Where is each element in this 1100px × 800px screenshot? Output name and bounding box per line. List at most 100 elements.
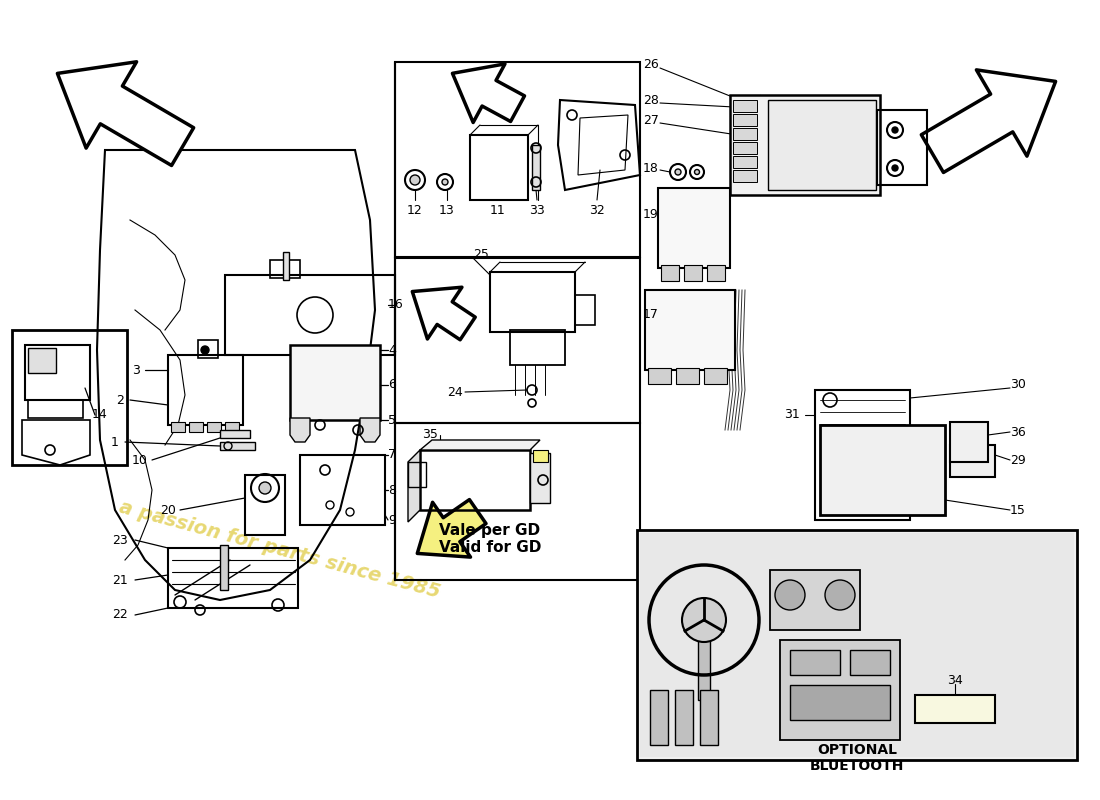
Text: 7: 7 <box>388 449 396 462</box>
Circle shape <box>675 169 681 175</box>
Bar <box>645 290 735 370</box>
Bar <box>534 450 548 462</box>
Circle shape <box>892 165 898 171</box>
Bar <box>420 450 530 510</box>
Circle shape <box>442 179 448 185</box>
Bar <box>640 533 1074 757</box>
Bar <box>198 340 218 358</box>
Bar <box>575 295 595 325</box>
Text: a passion for parts since 1985: a passion for parts since 1985 <box>118 498 442 602</box>
Bar <box>700 690 718 745</box>
Text: 9: 9 <box>388 514 396 526</box>
Text: 23: 23 <box>112 534 128 546</box>
Text: 14: 14 <box>92 409 108 422</box>
Text: 11: 11 <box>491 203 506 217</box>
Text: 30: 30 <box>1010 378 1026 391</box>
Bar <box>168 548 298 608</box>
Bar <box>270 260 300 278</box>
Bar <box>770 570 860 630</box>
Bar <box>28 400 82 418</box>
Polygon shape <box>420 440 540 450</box>
Bar <box>733 128 757 140</box>
Text: 16: 16 <box>388 298 404 311</box>
Text: 6: 6 <box>388 378 396 391</box>
Bar <box>768 100 876 190</box>
Text: 15: 15 <box>1010 503 1026 517</box>
Text: 4: 4 <box>388 343 396 357</box>
Bar <box>850 650 890 675</box>
Bar <box>730 95 880 195</box>
Bar <box>168 355 243 425</box>
Text: 13: 13 <box>439 203 455 217</box>
Polygon shape <box>408 450 420 522</box>
Bar <box>661 265 679 281</box>
Text: OPTIONAL
BLUETOOTH: OPTIONAL BLUETOOTH <box>810 743 904 773</box>
Bar <box>395 258 640 423</box>
Bar <box>12 330 126 465</box>
Circle shape <box>694 170 700 174</box>
Bar <box>28 348 56 373</box>
Bar <box>170 422 185 432</box>
Bar <box>733 142 757 154</box>
Bar <box>220 430 250 438</box>
Bar <box>220 442 255 450</box>
Bar <box>733 100 757 112</box>
Bar <box>207 422 221 432</box>
Circle shape <box>258 482 271 494</box>
Bar <box>790 685 890 720</box>
Text: 32: 32 <box>590 203 605 217</box>
Text: 24: 24 <box>447 386 463 398</box>
Text: 35: 35 <box>422 429 438 442</box>
Text: 33: 33 <box>529 203 544 217</box>
Text: 3: 3 <box>132 363 140 377</box>
Bar <box>490 272 575 332</box>
Bar <box>790 650 840 675</box>
Bar <box>707 265 725 281</box>
Bar <box>877 110 927 185</box>
Text: 34: 34 <box>947 674 962 686</box>
Text: 21: 21 <box>112 574 128 586</box>
Text: 25: 25 <box>473 249 488 262</box>
Bar <box>510 330 565 365</box>
Text: 27: 27 <box>644 114 659 126</box>
Bar <box>189 422 204 432</box>
Bar <box>245 475 285 535</box>
Bar <box>25 345 90 400</box>
Text: 29: 29 <box>1010 454 1025 466</box>
Bar <box>780 640 900 740</box>
Text: 31: 31 <box>784 409 800 422</box>
Polygon shape <box>290 418 310 442</box>
Bar <box>915 695 996 723</box>
Bar <box>220 545 228 590</box>
Text: 28: 28 <box>644 94 659 106</box>
Text: 2: 2 <box>117 394 124 406</box>
Circle shape <box>410 175 420 185</box>
Bar <box>698 620 710 700</box>
Text: Vale per GD: Vale per GD <box>439 522 540 538</box>
Bar <box>950 445 996 477</box>
Text: 18: 18 <box>644 162 659 174</box>
Text: 19: 19 <box>644 209 659 222</box>
Bar <box>470 135 528 200</box>
Bar <box>395 62 640 257</box>
Bar <box>290 345 380 420</box>
Text: Valid for GD: Valid for GD <box>439 541 541 555</box>
Circle shape <box>892 127 898 133</box>
Bar <box>650 690 668 745</box>
Bar <box>950 422 988 462</box>
Bar <box>675 690 693 745</box>
Bar <box>676 368 698 384</box>
Text: 1: 1 <box>111 435 119 449</box>
Bar <box>283 252 289 280</box>
Circle shape <box>682 598 726 642</box>
Bar <box>395 423 640 580</box>
Text: 26: 26 <box>644 58 659 71</box>
Circle shape <box>776 580 805 610</box>
Bar <box>684 265 702 281</box>
Bar <box>733 114 757 126</box>
Bar <box>733 156 757 168</box>
Text: 12: 12 <box>407 203 422 217</box>
Text: 20: 20 <box>161 503 176 517</box>
Bar <box>704 368 727 384</box>
Text: 10: 10 <box>132 454 147 466</box>
